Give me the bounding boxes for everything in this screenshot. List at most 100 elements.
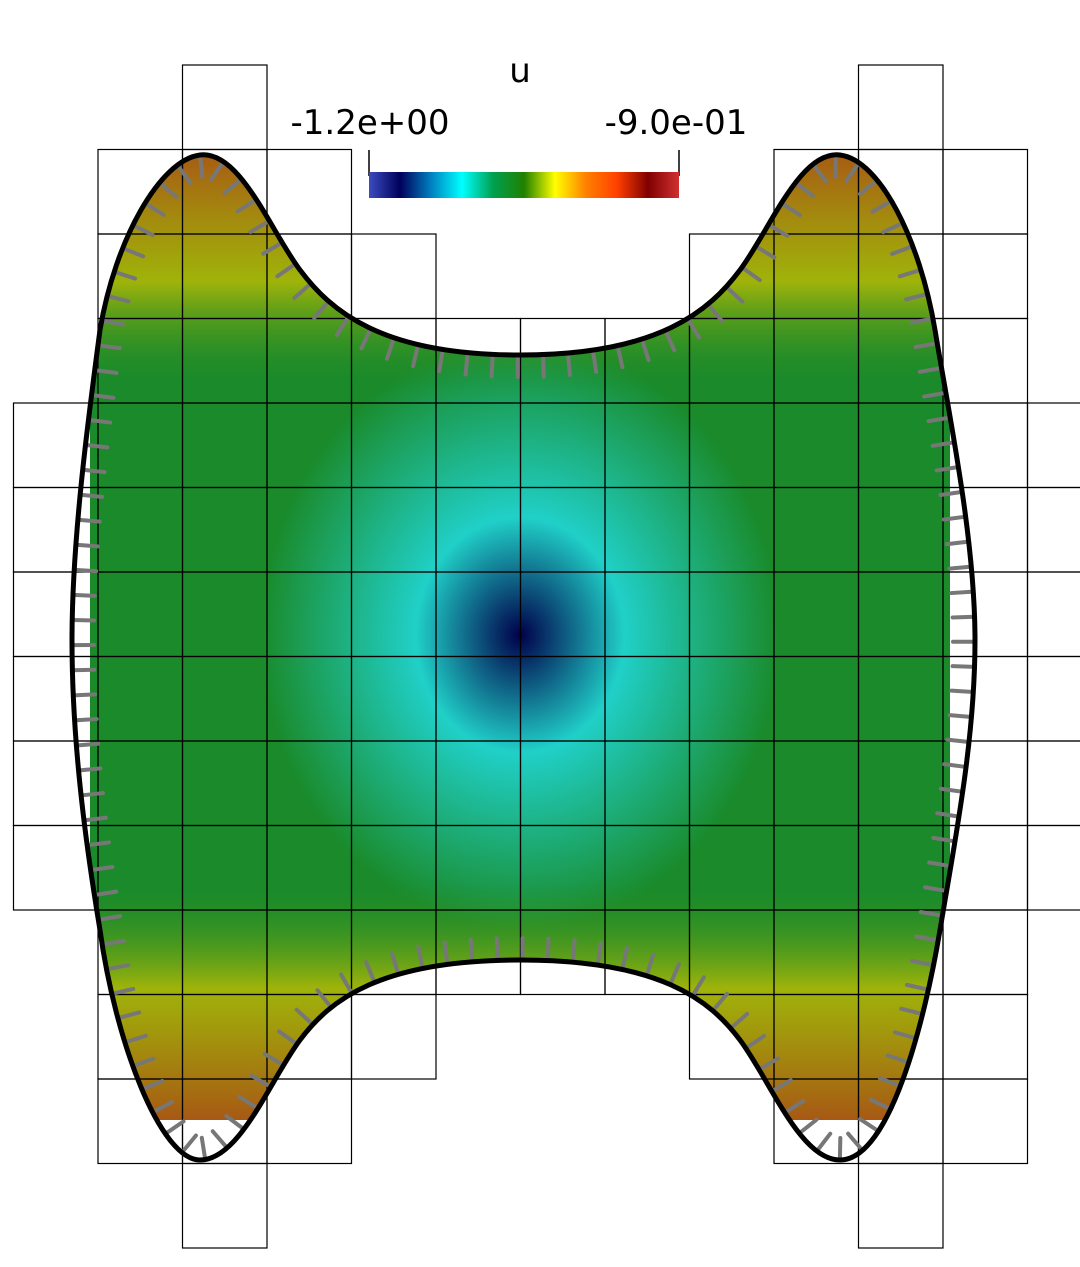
normal-spoke (437, 347, 445, 374)
normal-spoke (359, 326, 373, 351)
normal-spoke (644, 952, 656, 978)
normal-spoke (663, 328, 677, 353)
normal-spoke (927, 860, 953, 869)
normal-spoke (885, 1053, 911, 1065)
normal-spoke (857, 178, 880, 196)
mesh-cell (1026, 402, 1080, 489)
normal-spoke (950, 664, 977, 669)
normal-spoke (743, 1034, 767, 1051)
normal-spoke (80, 467, 107, 475)
normal-spoke (753, 244, 777, 260)
normal-spoke (938, 489, 965, 497)
normal-spoke (262, 1051, 286, 1068)
normal-spoke (112, 269, 138, 281)
normal-spoke (639, 337, 651, 363)
mesh-cell (942, 317, 1029, 404)
normal-spoke (757, 1056, 781, 1072)
normal-spoke (150, 1100, 175, 1115)
normal-spoke (590, 348, 599, 374)
mesh-cell (942, 486, 1029, 573)
normal-spoke (870, 198, 894, 214)
normal-spoke (913, 341, 940, 349)
normal-spoke (120, 246, 146, 259)
normal-spoke (70, 667, 97, 673)
normal-spoke (909, 316, 935, 325)
normal-spoke (143, 201, 166, 217)
normal-spoke (930, 440, 957, 448)
normal-spoke (78, 492, 105, 499)
normal-spoke (945, 737, 972, 745)
mesh-cell (1026, 740, 1080, 827)
normal-spoke (690, 975, 706, 999)
normal-spoke (710, 991, 729, 1013)
normal-spoke (615, 343, 625, 370)
normal-spoke (248, 218, 272, 235)
normal-spoke (71, 692, 98, 698)
normal-spoke (92, 889, 119, 897)
normal-spoke (390, 951, 401, 977)
normal-spoke (81, 815, 108, 823)
normal-spoke (489, 352, 495, 379)
mesh-cell (350, 233, 437, 320)
mesh-cell (942, 148, 1029, 235)
normal-spoke (292, 281, 313, 301)
normal-spoke (198, 153, 205, 179)
mesh-cell (1026, 486, 1080, 573)
mesh-cell (266, 1078, 353, 1165)
normal-spoke (844, 160, 861, 183)
normal-spoke (294, 1007, 315, 1027)
normal-spoke (595, 941, 603, 968)
boundary-normals (70, 152, 977, 1162)
mesh-cell (942, 233, 1029, 320)
normal-spoke (95, 343, 122, 351)
normal-spoke (724, 284, 745, 304)
normal-spoke (766, 222, 790, 238)
normal-spoke (620, 945, 630, 972)
normal-spoke (175, 163, 193, 185)
normal-spoke (468, 937, 475, 964)
normal-spoke (949, 688, 976, 694)
normal-spoke (222, 177, 244, 195)
normal-spoke (797, 1117, 819, 1136)
mesh-cell (181, 64, 268, 151)
normal-spoke (892, 1030, 919, 1041)
normal-spoke (100, 939, 126, 947)
normal-spoke (668, 962, 681, 987)
normal-spoke (909, 958, 936, 968)
normal-spoke (130, 1056, 156, 1069)
normal-spoke (157, 180, 179, 199)
colorbar-max-label: -9.0e-01 (605, 103, 748, 143)
normal-spoke (89, 392, 116, 400)
normal-spoke (105, 293, 131, 304)
normal-spoke (890, 244, 915, 256)
normal-spoke (210, 1129, 230, 1150)
normal-spoke (739, 265, 762, 283)
normal-spoke (570, 938, 577, 965)
normal-spoke (209, 159, 226, 182)
mesh-cell (942, 993, 1029, 1080)
normal-spoke (858, 1117, 881, 1134)
normal-spoke (411, 342, 421, 369)
colorbar-title: u (509, 51, 531, 91)
normal-spoke (130, 223, 155, 237)
normal-spoke (249, 1073, 273, 1089)
normal-spoke (706, 302, 725, 324)
normal-spoke (139, 1078, 165, 1092)
normal-spoke (793, 180, 815, 198)
normal-spoke (73, 542, 100, 549)
mesh-cell (350, 993, 437, 1080)
normal-spoke (261, 240, 285, 256)
normal-spoke (79, 791, 105, 798)
normal-spoke (334, 314, 351, 337)
normal-spoke (810, 162, 829, 184)
normal-spoke (99, 318, 126, 327)
normal-spoke (938, 786, 965, 794)
normal-spoke (235, 197, 259, 214)
normal-spoke (199, 1135, 208, 1162)
normal-spoke (72, 717, 99, 723)
normal-spoke (83, 442, 110, 450)
normal-spoke (86, 417, 113, 425)
normal-spoke (881, 220, 905, 235)
normal-spoke (926, 415, 953, 424)
normal-spoke (947, 564, 974, 571)
